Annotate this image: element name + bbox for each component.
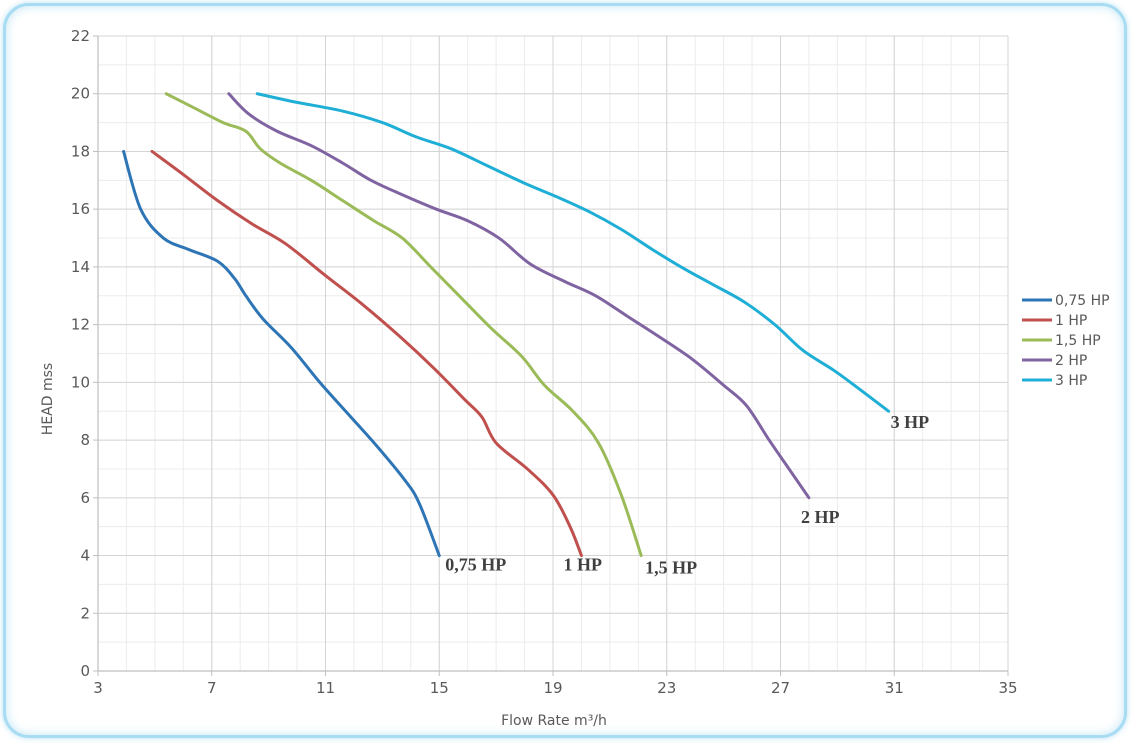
x-tick-label: 31 [885,679,904,697]
legend: 0,75 HP 1 HP 1,5 HP 2 HP 3 HP [1022,293,1110,389]
series-line-1-5-hp [164,92,643,558]
y-tick-label: 10 [71,373,90,391]
chart-frame [3,3,1127,738]
y-tick-label: 14 [71,258,90,276]
y-axis-ticks: 0 2 4 6 8 10 12 14 16 18 20 22 [71,27,98,680]
x-tick-label: 11 [316,679,335,697]
legend-label: 2 HP [1055,353,1087,369]
series-line-1-hp [150,149,583,558]
series-line-2-hp [227,92,811,500]
legend-label: 1 HP [1055,313,1087,329]
legend-label: 3 HP [1055,373,1087,389]
y-tick-label: 18 [71,142,90,160]
y-tick-label: 4 [80,547,90,565]
x-tick-label: 23 [657,679,676,697]
x-tick-label: 27 [771,679,790,697]
curve-end-labels: 0,75 HP 1 HP 1,5 HP 2 HP 3 HP [445,412,929,577]
curve-end-label: 3 HP [891,412,930,432]
x-tick-label: 15 [430,679,449,697]
x-tick-label: 3 [93,679,103,697]
y-axis-title: HEAD mss [40,363,56,435]
series-line-0-75-hp [122,149,441,558]
curve-end-label: 0,75 HP [445,555,506,575]
series-line-3-hp [255,92,891,413]
curve-end-label: 2 HP [801,507,840,527]
legend-label: 0,75 HP [1055,293,1110,309]
legend-label: 1,5 HP [1055,333,1101,349]
series-lines [122,92,891,558]
x-tick-label: 7 [207,679,217,697]
y-tick-label: 8 [80,431,90,449]
y-tick-label: 16 [71,200,90,218]
curve-end-label: 1,5 HP [645,558,697,578]
y-tick-label: 2 [80,604,90,622]
x-axis-title: Flow Rate m³/h [501,713,607,729]
y-tick-label: 0 [80,662,90,680]
curve-end-label: 1 HP [563,555,602,575]
x-tick-label: 19 [543,679,562,697]
y-tick-label: 12 [71,316,90,334]
x-axis-ticks: 3 7 11 15 19 23 27 31 35 [93,671,1018,697]
y-tick-label: 20 [71,85,90,103]
y-tick-label: 6 [80,489,90,507]
y-tick-label: 22 [71,27,90,45]
x-tick-label: 35 [998,679,1017,697]
